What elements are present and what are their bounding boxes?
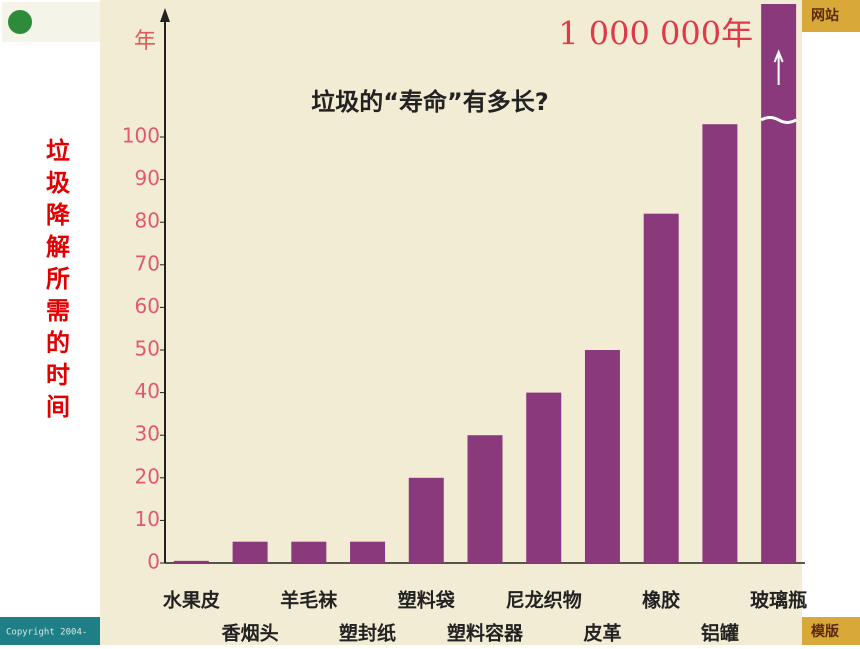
chart-title: 垃圾的“寿命”有多长? [311,88,548,116]
footer-tab-text: 模版 [811,623,839,640]
copyright: Copyright 2004- [6,628,87,638]
bar [467,435,503,563]
bar [702,124,738,563]
y-axis-arrow [160,8,170,22]
bar [526,392,562,563]
overflow-arrow [773,49,784,85]
bar [408,477,444,563]
y-tick-label: 100 [122,124,160,148]
x-tick-label: 水果皮 [163,589,220,612]
logo-icon [8,10,32,34]
x-tick-label: 羊毛袜 [280,589,338,612]
footer-tab [800,617,860,645]
bar [350,541,386,563]
y-tick-label: 70 [135,251,160,275]
bar [291,541,327,563]
value-label: 1 000 000年 [558,15,753,53]
y-tick-label: 80 [135,209,160,233]
bar [173,560,209,563]
y-tick-label: 10 [135,507,160,531]
logo [2,2,100,42]
chart-background [100,0,802,645]
y-tick-label: 0 [147,550,160,574]
bar [232,541,268,563]
bar [761,4,797,563]
x-tick-label: 玻璃瓶 [750,589,807,612]
header-tab-text: 网站 [811,7,839,24]
x-tick-label: 皮革 [583,622,621,645]
x-tick-label: 塑料袋 [398,589,456,612]
y-tick-label: 90 [135,166,160,190]
y-tick-label: 40 [135,379,160,403]
y-tick-label: 30 [135,422,160,446]
header-tab [800,0,860,32]
footer-bar [0,617,105,645]
x-tick-label: 香烟头 [221,622,279,645]
x-tick-label: 橡胶 [642,589,680,612]
x-tick-label: 铝罐 [701,622,739,645]
y-tick-label: 60 [135,294,160,318]
y-tick-label: 20 [135,464,160,488]
y-axis-label: 年 [134,29,156,54]
y-tick-label: 50 [135,337,160,361]
side-title: 垃圾降解所需的时间 [46,137,71,421]
x-tick-label: 尼龙织物 [506,589,582,612]
x-tick-label: 塑封纸 [339,622,396,645]
axis-break [760,115,797,124]
bar [584,350,620,563]
x-tick-label: 塑料容器 [447,622,524,645]
bar [643,213,679,563]
